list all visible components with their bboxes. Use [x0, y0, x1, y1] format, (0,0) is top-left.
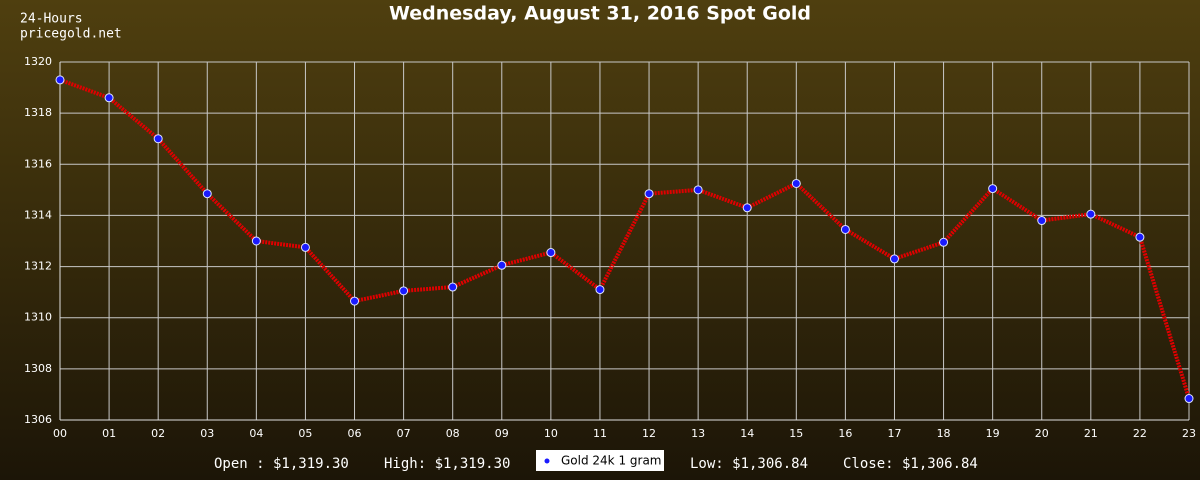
x-tick-label: 05 [298, 427, 312, 440]
point [399, 286, 409, 296]
point [55, 75, 65, 85]
x-tick-label: 10 [544, 427, 558, 440]
x-tick-label: 15 [789, 427, 803, 440]
stat-open: Open : $1,319.30 [214, 456, 349, 472]
x-tick-label: 21 [1084, 427, 1098, 440]
chart-title: Wednesday, August 31, 2016 Spot Gold [389, 3, 811, 25]
legend-box [536, 450, 664, 471]
x-tick-label: 03 [200, 427, 214, 440]
x-tick-label: 17 [887, 427, 901, 440]
point [988, 184, 998, 194]
point [1184, 394, 1194, 404]
point [939, 237, 949, 247]
point [742, 203, 752, 213]
y-tick-label: 1320 [24, 55, 52, 68]
point [1135, 232, 1145, 242]
stat-high: High: $1,319.30 [384, 456, 510, 472]
point [644, 189, 654, 199]
y-tick-label: 1306 [24, 413, 52, 426]
stat-close: Close: $1,306.84 [843, 456, 978, 472]
x-tick-label: 22 [1133, 427, 1147, 440]
y-tick-label: 1316 [24, 157, 52, 170]
x-tick-label: 14 [740, 427, 754, 440]
line [59, 78, 1191, 400]
point [840, 224, 850, 234]
point [546, 248, 556, 258]
x-tick-label: 16 [838, 427, 852, 440]
point [350, 296, 360, 306]
legend-label: Gold 24k 1 gram [561, 454, 661, 468]
x-tick-label: 08 [446, 427, 460, 440]
point [595, 285, 605, 295]
x-tick-label: 11 [593, 427, 607, 440]
point [104, 93, 114, 103]
y-tick-label: 1314 [24, 208, 52, 221]
x-tick-label: 06 [348, 427, 362, 440]
corner-label: pricegold.net [20, 27, 122, 42]
x-tick-label: 01 [102, 427, 116, 440]
x-tick-label: 19 [986, 427, 1000, 440]
x-tick-label: 04 [249, 427, 263, 440]
point [497, 260, 507, 270]
x-tick-label: 07 [397, 427, 411, 440]
y-tick-label: 1318 [24, 106, 52, 119]
stat-low: Low: $1,306.84 [690, 456, 808, 472]
point [300, 242, 310, 252]
point [1086, 209, 1096, 219]
point [202, 189, 212, 199]
point [153, 134, 163, 144]
x-tick-label: 20 [1035, 427, 1049, 440]
x-tick-label: 09 [495, 427, 509, 440]
point [448, 282, 458, 292]
x-tick-label: 00 [53, 427, 67, 440]
x-tick-label: 23 [1182, 427, 1196, 440]
x-tick-label: 18 [937, 427, 951, 440]
point [889, 254, 899, 264]
y-tick-label: 1312 [24, 260, 52, 273]
x-tick-label: 12 [642, 427, 656, 440]
point [693, 185, 703, 195]
point [791, 178, 801, 188]
corner-label: 24-Hours [20, 12, 83, 27]
x-tick-label: 02 [151, 427, 165, 440]
point [251, 236, 261, 246]
x-tick-label: 13 [691, 427, 705, 440]
y-tick-label: 1310 [24, 311, 52, 324]
y-tick-label: 1308 [24, 362, 52, 375]
legend-marker [544, 458, 550, 464]
point [1037, 216, 1047, 226]
